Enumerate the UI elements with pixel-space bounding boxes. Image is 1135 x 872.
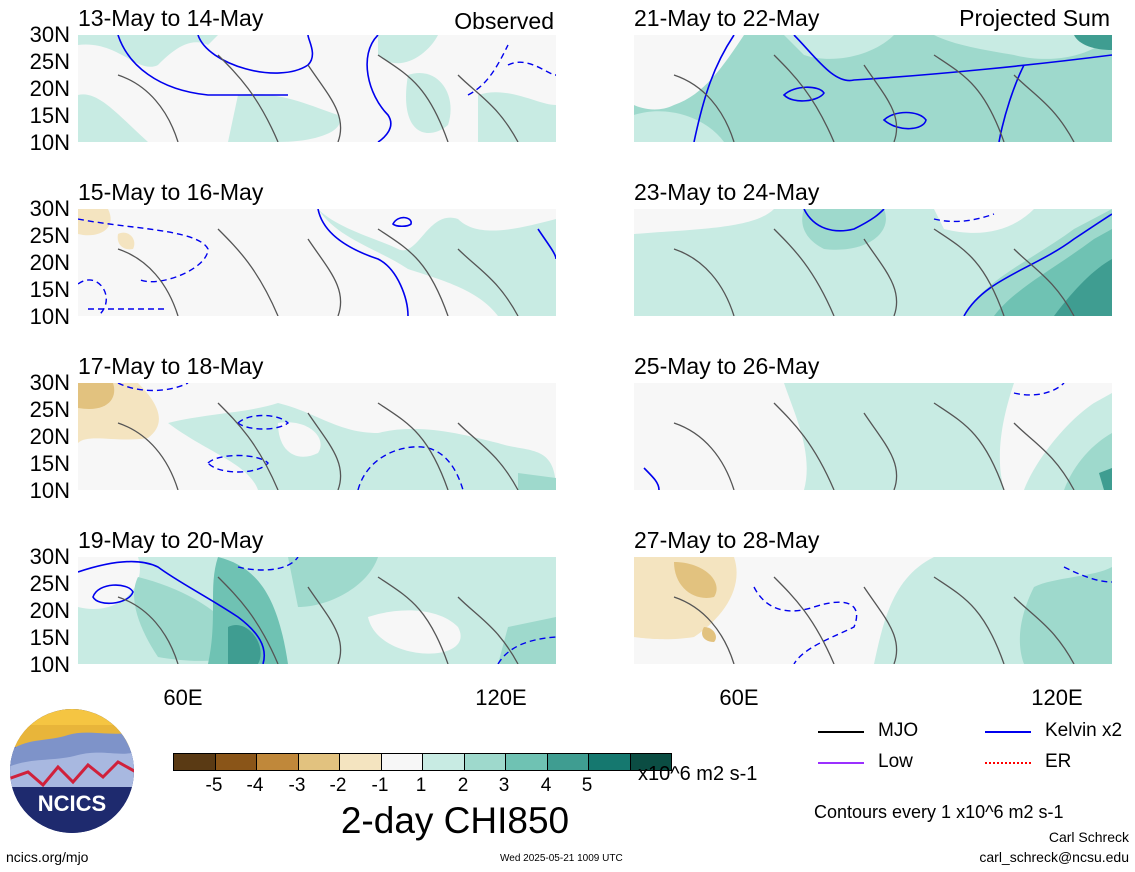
colorbar-label: -4 <box>246 775 264 796</box>
colorbar-label: 4 <box>540 775 552 796</box>
legend-label-mjo: MJO <box>878 720 919 741</box>
author-email: carl_schreck@ncsu.edu <box>979 849 1129 865</box>
legend-label-er: ER <box>1045 751 1072 772</box>
legend-label-kelvin: Kelvin x2 <box>1045 720 1123 741</box>
lat-label: 25N <box>29 49 70 74</box>
panel-title: 19-May to 20-May <box>78 527 264 553</box>
lat-label: 15N <box>29 277 70 302</box>
map-panel <box>78 35 556 142</box>
lon-label: 120E <box>1031 685 1083 710</box>
colorbar-swatch <box>463 753 506 771</box>
timestamp: Wed 2025-05-21 1009 UTC <box>500 853 623 864</box>
panel-title: 25-May to 26-May <box>634 353 820 379</box>
colorbar-swatch <box>339 753 382 771</box>
panel-title: 17-May to 18-May <box>78 353 264 379</box>
lat-label: 15N <box>29 103 70 128</box>
colorbar-swatch <box>380 753 423 771</box>
map-panel <box>634 557 1112 664</box>
colorbar-swatch <box>505 753 548 771</box>
lat-label: 30N <box>29 370 70 395</box>
lat-label: 15N <box>29 625 70 650</box>
map-panel <box>634 35 1112 142</box>
lon-label: 60E <box>719 685 759 710</box>
colorbar-swatch <box>173 753 216 771</box>
legend-label-low: Low <box>878 751 913 772</box>
map-panel <box>78 383 556 490</box>
lat-label: 10N <box>29 652 70 677</box>
colorbar-swatch <box>256 753 299 771</box>
lon-label: 60E <box>163 685 203 710</box>
lat-label: 20N <box>29 424 70 449</box>
lat-label: 20N <box>29 76 70 101</box>
lat-label: 20N <box>29 250 70 275</box>
colorbar-swatch <box>297 753 340 771</box>
colorbar-label: -3 <box>288 775 306 796</box>
lat-label: 15N <box>29 451 70 476</box>
colorbar-label: -1 <box>371 775 389 796</box>
site-url: ncics.org/mjo <box>6 849 89 865</box>
map-panel <box>78 557 556 664</box>
lat-label: 30N <box>29 22 70 47</box>
lat-label: 25N <box>29 397 70 422</box>
lat-label: 10N <box>29 130 70 155</box>
colorbar-swatch <box>629 753 672 771</box>
lat-label: 25N <box>29 571 70 596</box>
colorbar-swatch <box>588 753 631 771</box>
map-panel <box>634 383 1112 490</box>
ncics-logo: NCICS <box>10 709 134 833</box>
panel-tag-projected: Projected Sum <box>959 5 1110 31</box>
lat-label: 10N <box>29 304 70 329</box>
legend-line-er <box>985 762 1031 764</box>
map-panel <box>78 209 556 316</box>
panel-title: 21-May to 22-May <box>634 5 820 31</box>
lon-label: 120E <box>475 685 527 710</box>
colorbar-label: -5 <box>205 775 223 796</box>
author: Carl Schreck <box>1048 829 1129 845</box>
lat-label: 25N <box>29 223 70 248</box>
panel-title: 15-May to 16-May <box>78 179 264 205</box>
colorbar-swatch <box>546 753 589 771</box>
colorbar-swatch <box>214 753 257 771</box>
colorbar-units: x10^6 m2 s-1 <box>638 763 758 785</box>
colorbar-title: 2-day CHI850 <box>340 800 570 841</box>
colorbar-label: 5 <box>581 775 593 796</box>
lat-label: 30N <box>29 544 70 569</box>
legend-line-kelvin <box>985 731 1031 733</box>
lat-label: 20N <box>29 598 70 623</box>
colorbar-swatch <box>422 753 465 771</box>
logo-text: NCICS <box>38 791 106 816</box>
colorbar-label: 3 <box>498 775 510 796</box>
contour-note: Contours every 1 x10^6 m2 s-1 <box>814 802 1064 822</box>
colorbar-label: -2 <box>329 775 347 796</box>
lat-label: 10N <box>29 478 70 503</box>
legend-line-mjo <box>818 731 864 733</box>
lat-label: 30N <box>29 196 70 221</box>
colorbar-label: 1 <box>415 775 427 796</box>
panel-title: 23-May to 24-May <box>634 179 820 205</box>
panel-title: 27-May to 28-May <box>634 527 820 553</box>
map-panel <box>634 209 1112 316</box>
panel-title: 13-May to 14-May <box>78 5 264 31</box>
panel-tag-observed: Observed <box>454 8 554 34</box>
colorbar-label: 2 <box>457 775 469 796</box>
legend-line-low <box>818 762 864 764</box>
